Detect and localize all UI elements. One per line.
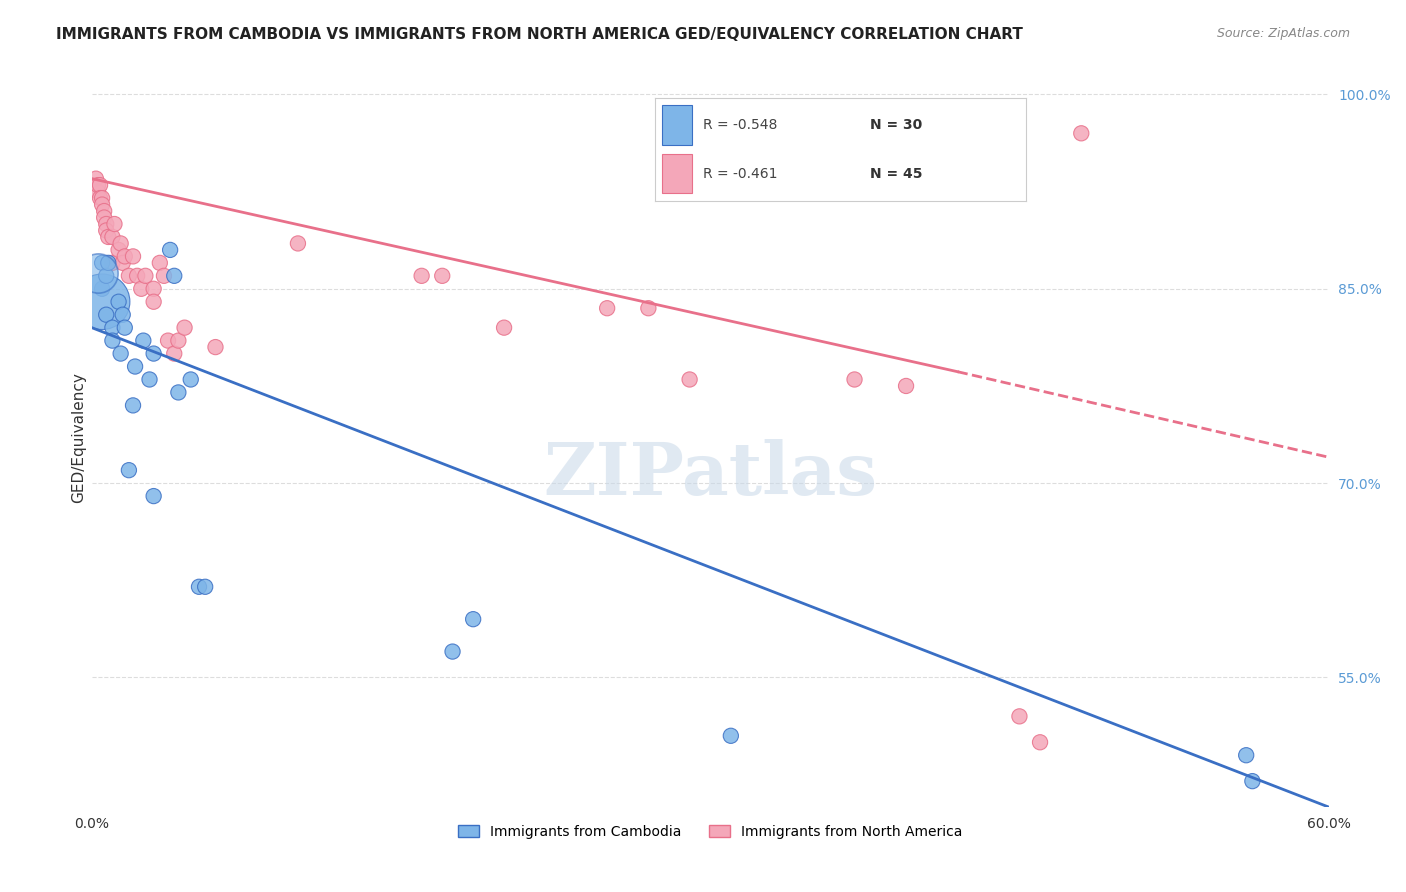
- Point: [114, 320, 136, 334]
- Point: [84, 171, 107, 186]
- Y-axis label: GED/Equivalency: GED/Equivalency: [72, 372, 86, 503]
- Point: [91, 256, 114, 270]
- Point: [596, 301, 619, 316]
- Point: [494, 320, 516, 334]
- Point: [110, 346, 132, 360]
- Point: [637, 301, 659, 316]
- Point: [1234, 748, 1257, 763]
- Point: [91, 191, 114, 205]
- Point: [204, 340, 226, 354]
- Point: [138, 372, 160, 386]
- Point: [93, 204, 115, 219]
- Text: ZIPatlas: ZIPatlas: [543, 439, 877, 510]
- Point: [96, 268, 118, 283]
- Point: [93, 211, 115, 225]
- Point: [87, 266, 110, 280]
- Point: [111, 256, 134, 270]
- Point: [894, 379, 917, 393]
- Point: [411, 268, 433, 283]
- Point: [287, 236, 309, 251]
- Point: [111, 308, 134, 322]
- Point: [463, 612, 485, 626]
- Point: [118, 463, 141, 477]
- Point: [122, 249, 145, 263]
- Point: [157, 334, 180, 348]
- Point: [132, 334, 155, 348]
- Point: [142, 346, 165, 360]
- Point: [159, 243, 181, 257]
- Text: IMMIGRANTS FROM CAMBODIA VS IMMIGRANTS FROM NORTH AMERICA GED/EQUIVALENCY CORREL: IMMIGRANTS FROM CAMBODIA VS IMMIGRANTS F…: [56, 27, 1024, 42]
- Point: [194, 580, 217, 594]
- Point: [122, 398, 145, 412]
- Point: [153, 268, 176, 283]
- Point: [167, 385, 190, 400]
- Point: [110, 236, 132, 251]
- Point: [96, 217, 118, 231]
- Point: [142, 489, 165, 503]
- Point: [91, 197, 114, 211]
- Point: [97, 230, 120, 244]
- Point: [89, 178, 111, 193]
- Point: [432, 268, 454, 283]
- Point: [129, 282, 152, 296]
- Point: [678, 372, 700, 386]
- Point: [180, 372, 202, 386]
- Point: [124, 359, 146, 374]
- Point: [163, 346, 186, 360]
- Point: [142, 282, 165, 296]
- Point: [844, 372, 866, 386]
- Point: [101, 230, 124, 244]
- Point: [107, 294, 129, 309]
- Point: [441, 644, 464, 658]
- Point: [118, 268, 141, 283]
- Point: [1241, 774, 1264, 789]
- Point: [173, 320, 195, 334]
- Point: [107, 243, 129, 257]
- Point: [96, 223, 118, 237]
- Point: [87, 185, 110, 199]
- Point: [91, 282, 114, 296]
- Point: [188, 580, 211, 594]
- Point: [167, 334, 190, 348]
- Point: [720, 729, 742, 743]
- Point: [101, 320, 124, 334]
- Point: [87, 178, 110, 193]
- Point: [103, 217, 125, 231]
- Point: [1008, 709, 1031, 723]
- Point: [163, 268, 186, 283]
- Point: [114, 249, 136, 263]
- Text: Source: ZipAtlas.com: Source: ZipAtlas.com: [1216, 27, 1350, 40]
- Legend: Immigrants from Cambodia, Immigrants from North America: Immigrants from Cambodia, Immigrants fro…: [453, 820, 967, 845]
- Point: [149, 256, 172, 270]
- Point: [101, 256, 124, 270]
- Point: [1070, 126, 1092, 140]
- Point: [1029, 735, 1052, 749]
- Point: [142, 294, 165, 309]
- Point: [127, 268, 149, 283]
- Point: [134, 268, 156, 283]
- Point: [96, 308, 118, 322]
- Point: [91, 294, 114, 309]
- Point: [89, 191, 111, 205]
- Point: [101, 334, 124, 348]
- Point: [97, 256, 120, 270]
